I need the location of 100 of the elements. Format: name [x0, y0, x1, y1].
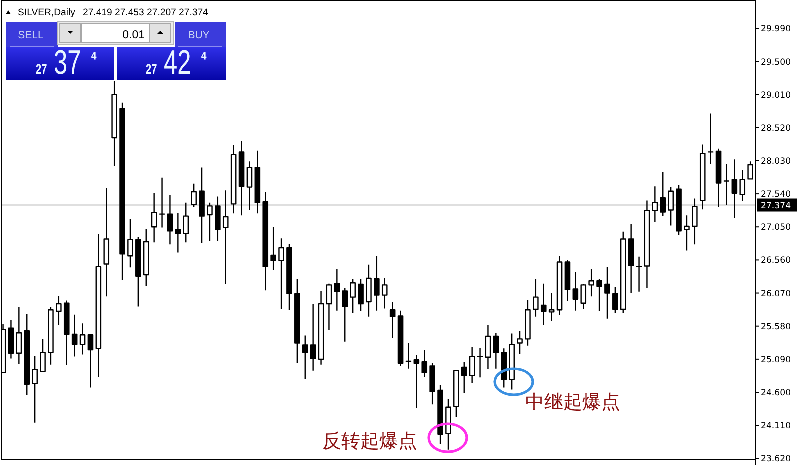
candlestick — [525, 299, 531, 347]
candlestick — [350, 278, 356, 314]
candlestick — [278, 238, 284, 310]
candlestick — [88, 334, 94, 388]
candlestick — [32, 355, 38, 424]
candlestick — [620, 231, 626, 314]
y-tick-label: 26.070 — [761, 289, 792, 300]
y-tick-label: 23.620 — [761, 454, 792, 465]
candlestick — [215, 196, 221, 242]
y-tick-label: 24.600 — [761, 388, 792, 399]
candlestick — [128, 218, 134, 268]
candlestick — [588, 268, 594, 298]
candlestick — [454, 370, 460, 418]
candlestick — [382, 278, 388, 310]
candlestick — [294, 278, 300, 364]
candlestick — [334, 268, 340, 312]
candlestick — [469, 346, 476, 384]
candlestick — [326, 283, 332, 331]
candlestick — [652, 186, 658, 223]
candlestick — [151, 192, 158, 244]
candlestick — [438, 384, 444, 446]
candlestick — [493, 332, 500, 370]
candlestick — [548, 292, 555, 322]
candlestick — [604, 266, 610, 320]
annotation: BUY — [188, 29, 210, 42]
candlestick — [222, 190, 229, 286]
candlestick — [191, 183, 197, 208]
candlestick — [270, 226, 276, 271]
candlestick — [136, 236, 142, 308]
candlestick — [72, 314, 78, 358]
candlestick — [414, 354, 420, 409]
candlestick — [612, 286, 618, 314]
candlestick — [716, 148, 722, 208]
candlestick — [406, 342, 412, 370]
annotation: 反转起爆点 — [322, 430, 418, 453]
candlestick — [104, 187, 110, 298]
candlestick — [159, 177, 166, 228]
candlestick — [740, 170, 746, 202]
candlestick — [48, 306, 54, 366]
annotation: 0.01 — [122, 29, 145, 42]
candlestick — [286, 243, 292, 311]
candlestick — [644, 200, 650, 290]
candlestick — [358, 278, 364, 312]
candlestick — [143, 228, 150, 288]
candlestick — [477, 347, 484, 378]
candlestick — [96, 234, 102, 378]
candlestick — [246, 161, 253, 211]
candlestick — [580, 284, 587, 310]
candlestick — [684, 215, 690, 252]
candlestick — [366, 264, 372, 318]
candlestick — [183, 202, 190, 244]
candlestick — [540, 283, 547, 326]
candlestick — [572, 272, 579, 312]
candlestick — [262, 191, 269, 292]
candlestick — [461, 362, 468, 394]
candlestick — [374, 256, 380, 312]
candlestick — [636, 256, 642, 293]
candlestick — [732, 159, 738, 219]
annotation: SELL — [18, 29, 44, 42]
y-tick-label: 25.580 — [761, 322, 792, 332]
candlestick — [509, 333, 515, 390]
y-tick-label: 25.090 — [761, 355, 792, 366]
ref-line-label: 27.374 — [761, 201, 792, 212]
candlestick — [56, 295, 62, 326]
y-tick-label: 24.110 — [761, 422, 792, 432]
candlestick — [628, 224, 634, 294]
candlestick — [446, 398, 452, 450]
candlestick — [40, 338, 46, 372]
candlestick — [533, 278, 539, 318]
y-tick-label: 27.540 — [761, 190, 792, 200]
candlestick — [501, 348, 508, 388]
annotation: 中继起爆点 — [526, 392, 620, 414]
candlestick — [708, 113, 714, 165]
candlestick — [485, 324, 492, 370]
candlestick — [167, 194, 174, 246]
y-tick-label: 29.500 — [761, 58, 792, 68]
candlestick — [660, 172, 666, 217]
candlestick — [596, 278, 602, 312]
candlestick — [668, 186, 674, 226]
text: 27.419 27.453 27.207 27.374 — [83, 8, 210, 18]
candlestick — [16, 306, 22, 365]
candlestick — [517, 330, 523, 355]
y-tick-label: 29.010 — [761, 90, 792, 101]
y-tick-label: 28.520 — [761, 124, 792, 134]
candlestick — [64, 300, 70, 366]
candlestick — [112, 80, 118, 167]
candlestick — [8, 320, 14, 360]
y-tick-label: 26.560 — [761, 256, 792, 266]
y-tick-label: 28.030 — [761, 156, 792, 167]
candlestick — [692, 198, 698, 246]
candlestick — [120, 102, 126, 282]
y-tick-label: 29.990 — [761, 24, 792, 35]
candlestick — [556, 256, 563, 316]
candlestick — [422, 349, 428, 378]
candlestick — [80, 323, 86, 356]
candlestick — [342, 288, 348, 342]
candlestick — [748, 161, 754, 180]
candlestick — [199, 167, 205, 244]
candlestick — [230, 144, 237, 214]
candlestick — [724, 164, 730, 206]
